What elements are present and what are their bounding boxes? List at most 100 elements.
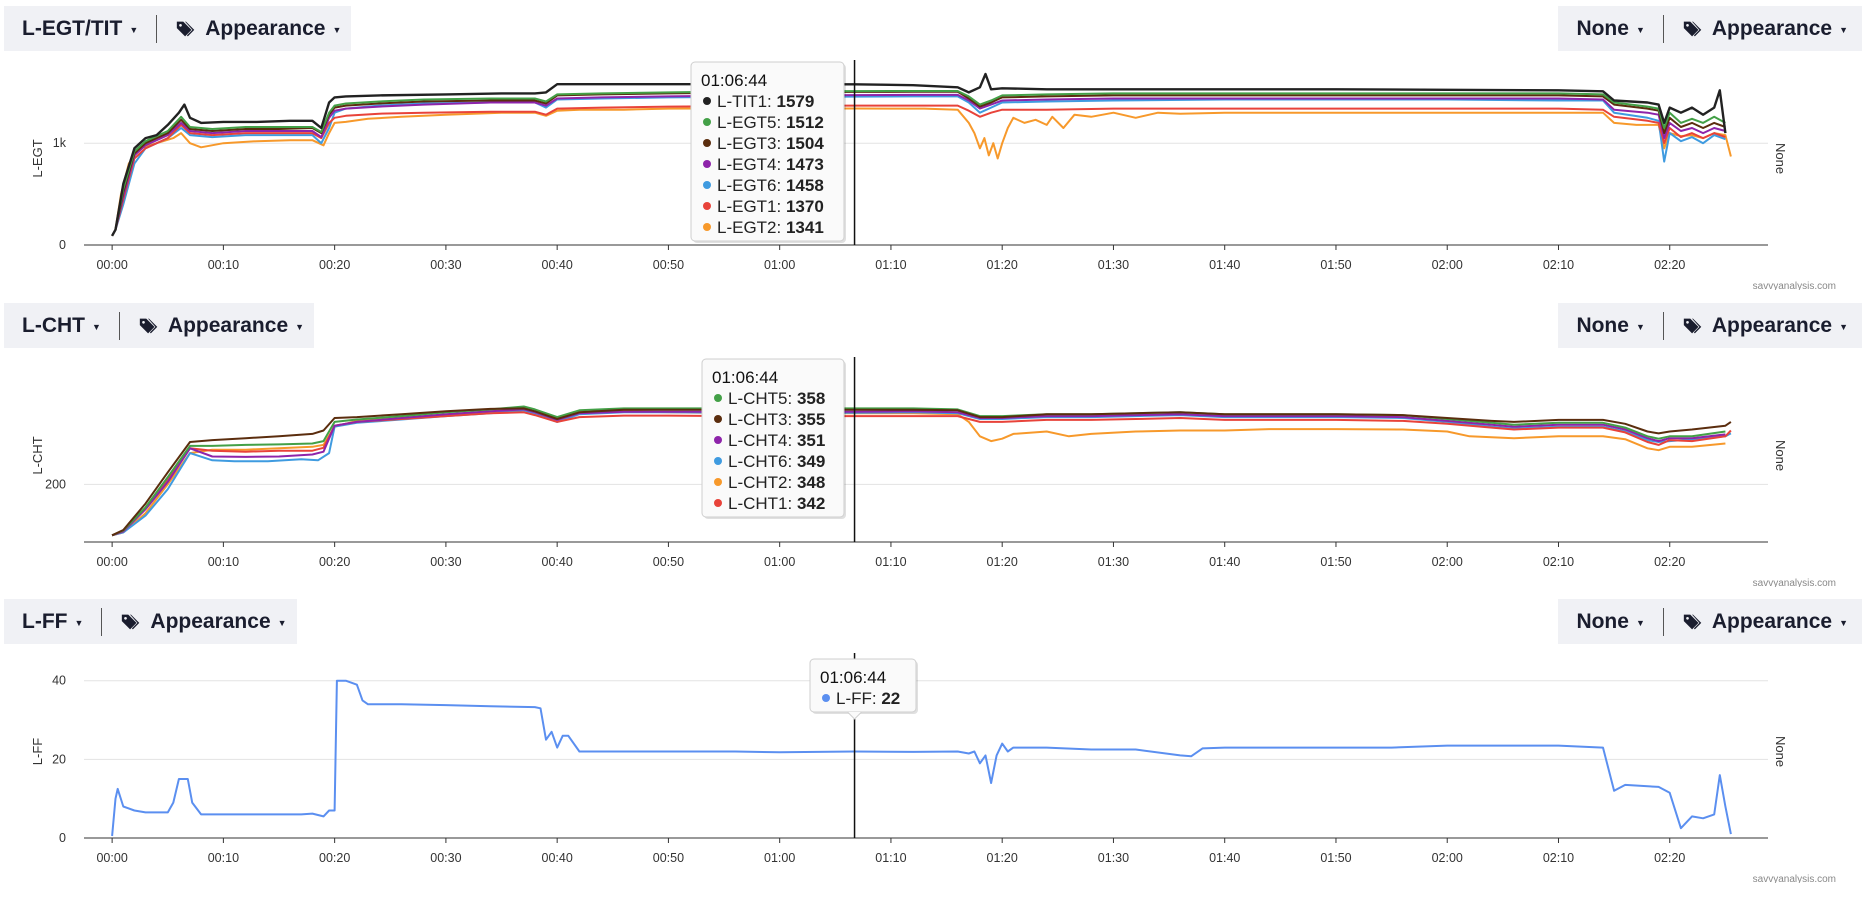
cht-secondary-dropdown[interactable]: None ▼ (1576, 314, 1644, 338)
tags-icon (122, 614, 140, 629)
caret-down-icon: ▼ (129, 24, 139, 35)
tooltip-row-value: 348 (797, 473, 825, 492)
series-line-l-cht2 (111, 408, 1726, 537)
egt-series-dropdown[interactable]: L-EGT/TIT ▼ (22, 17, 138, 41)
ff-series-label: L-FF (22, 609, 68, 633)
ff-plot: 0 20 40 00:00 00:10 00:20 00:30 00:40 00:50 01:00… (30, 653, 1836, 883)
tooltip-row-value: 22 (881, 689, 900, 708)
tooltip-row: L-EGT6: 1458 (717, 176, 824, 195)
x-tick-label: 00:40 (542, 258, 573, 272)
ff-secondary-dropdown[interactable]: None ▼ (1576, 610, 1644, 634)
tooltip-swatch (703, 118, 711, 126)
tooltip-row: L-EGT1: 1370 (717, 197, 824, 216)
egt-toolbar-right: None ▼ Appearance ▼ (1558, 6, 1862, 51)
tooltip-row-value: 1370 (786, 197, 824, 216)
toolbar-divider (156, 14, 158, 43)
tags-icon (1683, 21, 1702, 36)
tooltip-row-value: 351 (797, 431, 825, 450)
tooltip-swatch (703, 97, 711, 105)
egt-secondary-appearance-dropdown[interactable]: Appearance ▼ (1682, 17, 1848, 41)
cht-series-dropdown[interactable]: L-CHT ▼ (22, 314, 101, 338)
tooltip-row-label: L-TIT1: (717, 92, 777, 111)
cht-toolbar-right: None ▼ Appearance ▼ (1558, 303, 1862, 348)
caret-down-icon: ▼ (1839, 24, 1848, 35)
tooltip-row-label: L-EGT6: (717, 176, 786, 195)
tooltip-row-label: L-FF: (836, 689, 881, 708)
ff-series-dropdown[interactable]: L-FF ▼ (22, 610, 83, 634)
ff-chart[interactable]: 0 20 40 00:00 00:10 00:20 00:30 00:40 00:50 01:00… (0, 653, 1862, 883)
tooltip-row: L-CHT4: 351 (728, 431, 825, 450)
credit-label: savvyanalysis.com (1753, 281, 1836, 290)
toolbar-divider (1662, 311, 1664, 340)
cht-secondary-label: None (1576, 313, 1629, 337)
x-tick-label: 01:10 (875, 851, 906, 865)
tooltip-time: 01:06:44 (712, 368, 778, 387)
credit-label: savvyanalysis.com (1753, 874, 1836, 883)
egt-series-label: L-EGT/TIT (22, 16, 123, 40)
tooltip-row: L-EGT4: 1473 (717, 155, 824, 174)
tooltip-time: 01:06:44 (820, 668, 886, 687)
x-tick-label: 02:10 (1543, 258, 1574, 272)
y-tick-label: 0 (59, 238, 66, 252)
tooltip-row-value: 349 (797, 452, 825, 471)
x-tick-label: 02:10 (1543, 851, 1574, 865)
tooltip-row-label: L-EGT3: (717, 134, 786, 153)
caret-down-icon: ▼ (91, 321, 101, 332)
x-tick-label: 02:00 (1432, 851, 1463, 865)
hover-tooltip: 01:06:44 L-TIT1: 1579 L-EGT5: 1512 L-EGT3: … (690, 61, 846, 243)
x-tick-label: 01:20 (987, 258, 1018, 272)
cht-series-label: L-CHT (22, 313, 85, 337)
x-tick-label: 02:20 (1654, 555, 1685, 569)
ff-secondary-appearance-dropdown[interactable]: Appearance ▼ (1682, 610, 1848, 634)
tooltip-row-label: L-CHT4: (728, 431, 797, 450)
tags-icon (1683, 318, 1702, 333)
tooltip-row-label: L-CHT6: (728, 452, 797, 471)
egt-secondary-dropdown[interactable]: None ▼ (1576, 17, 1644, 41)
x-tick-label: 00:10 (208, 851, 239, 865)
tooltip-row-label: L-CHT1: (728, 494, 797, 513)
cht-secondary-appearance-label: Appearance (1711, 313, 1833, 337)
tooltip-row-label: L-EGT5: (717, 113, 786, 132)
x-tick-label: 01:50 (1320, 851, 1351, 865)
cht-secondary-appearance-dropdown[interactable]: Appearance ▼ (1682, 314, 1848, 338)
egt-appearance-dropdown[interactable]: Appearance ▼ (175, 17, 341, 41)
x-tick-label: 00:50 (653, 258, 684, 272)
x-tick-label: 00:00 (96, 555, 127, 569)
cht-toolbar-left: L-CHT ▼ Appearance ▼ (4, 303, 315, 348)
x-tick-label: 01:00 (764, 555, 795, 569)
cht-plot: 200 00:00 00:10 00:20 00:30 00:40 00:50 01:00 01… (30, 357, 1836, 587)
x-tick-label: 01:40 (1209, 258, 1240, 272)
tooltip-pointer (847, 711, 862, 720)
x-tick-label: 01:10 (875, 258, 906, 272)
toolbar-divider (1662, 14, 1664, 43)
tooltip-row-value: 1458 (786, 176, 824, 195)
y-tick-label: 200 (45, 477, 66, 491)
tooltip-row: L-CHT2: 348 (728, 473, 825, 492)
y-tick-label: 1k (53, 136, 67, 150)
series-line-l-egt2 (111, 107, 1732, 237)
cht-chart[interactable]: 200 00:00 00:10 00:20 00:30 00:40 00:50 01:00 01… (0, 357, 1862, 587)
ff-toolbar-left: L-FF ▼ Appearance ▼ (4, 599, 297, 644)
cht-appearance-dropdown[interactable]: Appearance ▼ (138, 314, 304, 338)
egt-secondary-appearance-label: Appearance (1711, 16, 1833, 40)
x-tick-label: 01:20 (987, 555, 1018, 569)
series-line-l-egt1 (111, 104, 1726, 237)
ff-appearance-dropdown[interactable]: Appearance ▼ (120, 610, 287, 634)
cht-panel: L-CHT ▼ Appearance ▼ None ▼ Appearance ▼… (0, 297, 1862, 587)
tooltip-swatch (714, 499, 722, 507)
tooltip-swatch (703, 181, 711, 189)
tooltip-row-value: 355 (797, 410, 825, 429)
egt-panel: L-EGT/TIT ▼ Appearance ▼ None ▼ Appearan… (0, 0, 1862, 290)
tooltip-box (701, 358, 845, 518)
tags-icon (139, 318, 158, 333)
tooltip-row: L-CHT6: 349 (728, 452, 825, 471)
tags-icon (1683, 614, 1702, 629)
toolbar-divider (118, 311, 120, 340)
x-tick-label: 00:50 (653, 851, 684, 865)
egt-chart[interactable]: 0 1k 00:00 00:10 00:20 00:30 00:40 00:50 01:00 01… (0, 60, 1862, 290)
tooltip-row-label: L-CHT5: (728, 389, 797, 408)
x-tick-label: 00:30 (430, 851, 461, 865)
tooltip-row: L-CHT1: 342 (728, 494, 825, 513)
x-tick-label: 01:50 (1320, 258, 1351, 272)
